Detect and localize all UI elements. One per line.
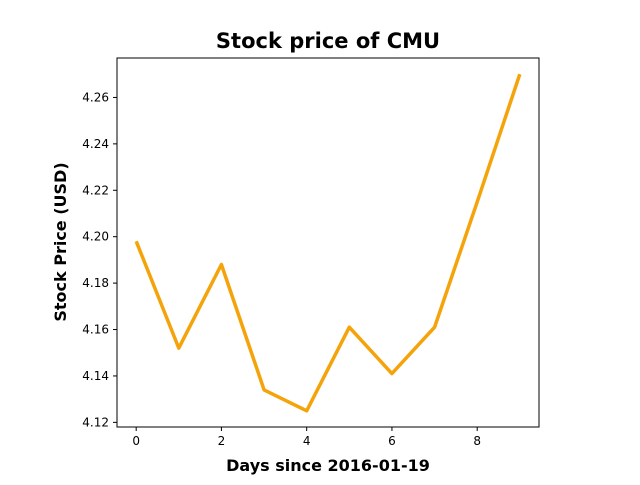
x-tick-label: 4: [303, 434, 311, 448]
y-tick-label: 4.14: [82, 369, 109, 383]
x-tick-label: 8: [473, 434, 481, 448]
x-axis-label: Days since 2016-01-19: [226, 456, 430, 475]
x-tick-label: 0: [132, 434, 140, 448]
series-line: [134, 73, 522, 413]
y-tick-label: 4.18: [82, 276, 109, 290]
y-tick-label: 4.12: [82, 415, 109, 429]
y-tick-label: 4.24: [82, 137, 109, 151]
y-axis-ticks: 4.12 4.14 4.16 4.18 4.20 4.22 4.24 4.26: [82, 90, 117, 429]
x-axis-ticks: 0 2 4 6 8: [132, 427, 481, 448]
series-layer: [134, 73, 522, 413]
y-tick-label: 4.22: [82, 183, 109, 197]
y-tick-label: 4.20: [82, 230, 109, 244]
x-tick-label: 2: [218, 434, 226, 448]
y-tick-label: 4.16: [82, 323, 109, 337]
y-axis-label: Stock Price (USD): [51, 162, 70, 321]
chart-title: Stock price of CMU: [216, 29, 440, 53]
x-tick-label: 6: [388, 434, 396, 448]
y-tick-label: 4.26: [82, 90, 109, 104]
